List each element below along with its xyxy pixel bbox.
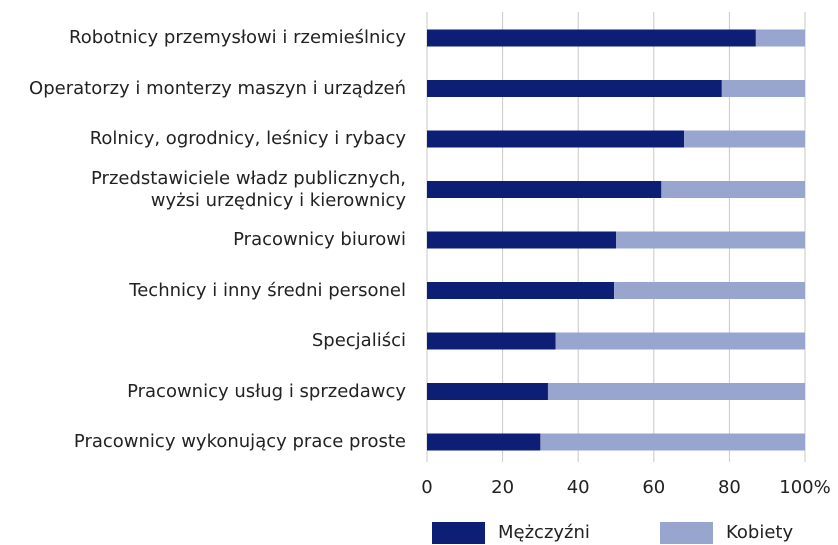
category-label: Technicy i inny średni personel	[129, 279, 406, 301]
x-tick-label: 100%	[779, 477, 830, 498]
category-label: Robotnicy przemysłowi i rzemieślnicy	[69, 27, 406, 48]
category-label: Operatorzy i monterzy maszyn i urządzeń	[29, 77, 406, 99]
legend-swatch	[660, 522, 713, 544]
bar-segment	[661, 181, 805, 198]
category-label: Pracownicy usług i sprzedawcy	[127, 380, 406, 402]
bar-segment	[555, 332, 805, 350]
legend-label: Mężczyźni	[498, 522, 590, 543]
bar-segment	[427, 433, 541, 451]
bar-segment	[616, 231, 805, 249]
bar-segment	[614, 282, 805, 299]
category-label: Przedstawiciele władz publicznych, wyżsi…	[91, 167, 406, 211]
x-tick-label: 20	[491, 477, 514, 498]
bar-segment	[684, 130, 805, 148]
bar-segment	[721, 80, 805, 97]
x-tick-label: 0	[421, 477, 432, 498]
x-tick-label: 80	[718, 477, 741, 498]
category-label: Pracownicy biurowi	[233, 229, 406, 250]
bar-segment	[427, 282, 615, 299]
bar-segment	[427, 231, 616, 249]
bar-segment	[427, 130, 685, 148]
bar-segment	[427, 181, 662, 198]
bar-segment	[427, 29, 756, 47]
bar-segment	[540, 433, 805, 451]
category-label: Specjaliści	[311, 330, 406, 351]
bar-segment	[547, 383, 805, 400]
legend-label: Kobiety	[726, 522, 793, 543]
bar-segment	[427, 332, 556, 350]
x-tick-label: 40	[567, 477, 590, 498]
category-label: Rolnicy, ogrodnicy, leśnicy i rybacy	[89, 128, 406, 149]
bar-segment	[427, 80, 722, 97]
x-tick-label: 60	[642, 477, 665, 498]
bar-segment	[427, 383, 548, 400]
bar-segment	[755, 29, 805, 47]
category-label: Pracownicy wykonujący prace proste	[73, 431, 406, 452]
legend-swatch	[432, 522, 485, 544]
